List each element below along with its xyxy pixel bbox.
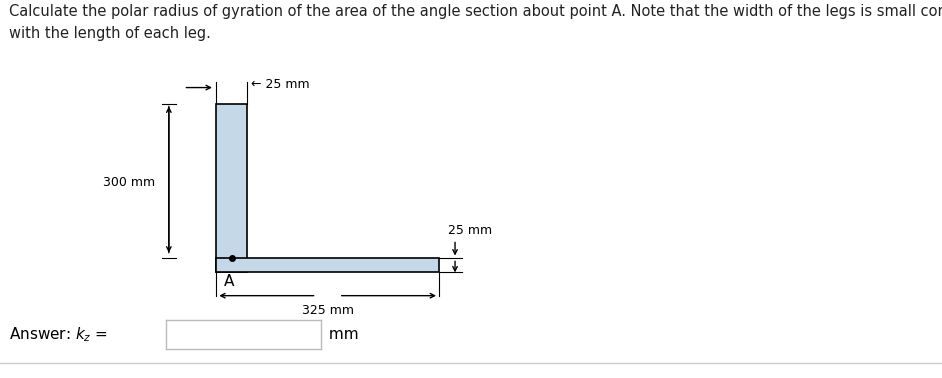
Text: ← 25 mm: ← 25 mm (251, 78, 309, 91)
Text: 25 mm: 25 mm (447, 223, 492, 237)
Bar (217, 259, 439, 273)
Text: Calculate the polar radius of gyration of the area of the angle section about po: Calculate the polar radius of gyration o… (9, 4, 942, 19)
Text: mm: mm (324, 327, 359, 342)
Text: A: A (224, 274, 235, 290)
Text: Answer: $k_z$ =: Answer: $k_z$ = (9, 325, 110, 344)
Text: with the length of each leg.: with the length of each leg. (9, 26, 211, 42)
Text: i: i (150, 327, 155, 342)
Bar (217, 104, 247, 273)
Text: 300 mm: 300 mm (103, 176, 154, 189)
Text: 325 mm: 325 mm (301, 304, 353, 318)
